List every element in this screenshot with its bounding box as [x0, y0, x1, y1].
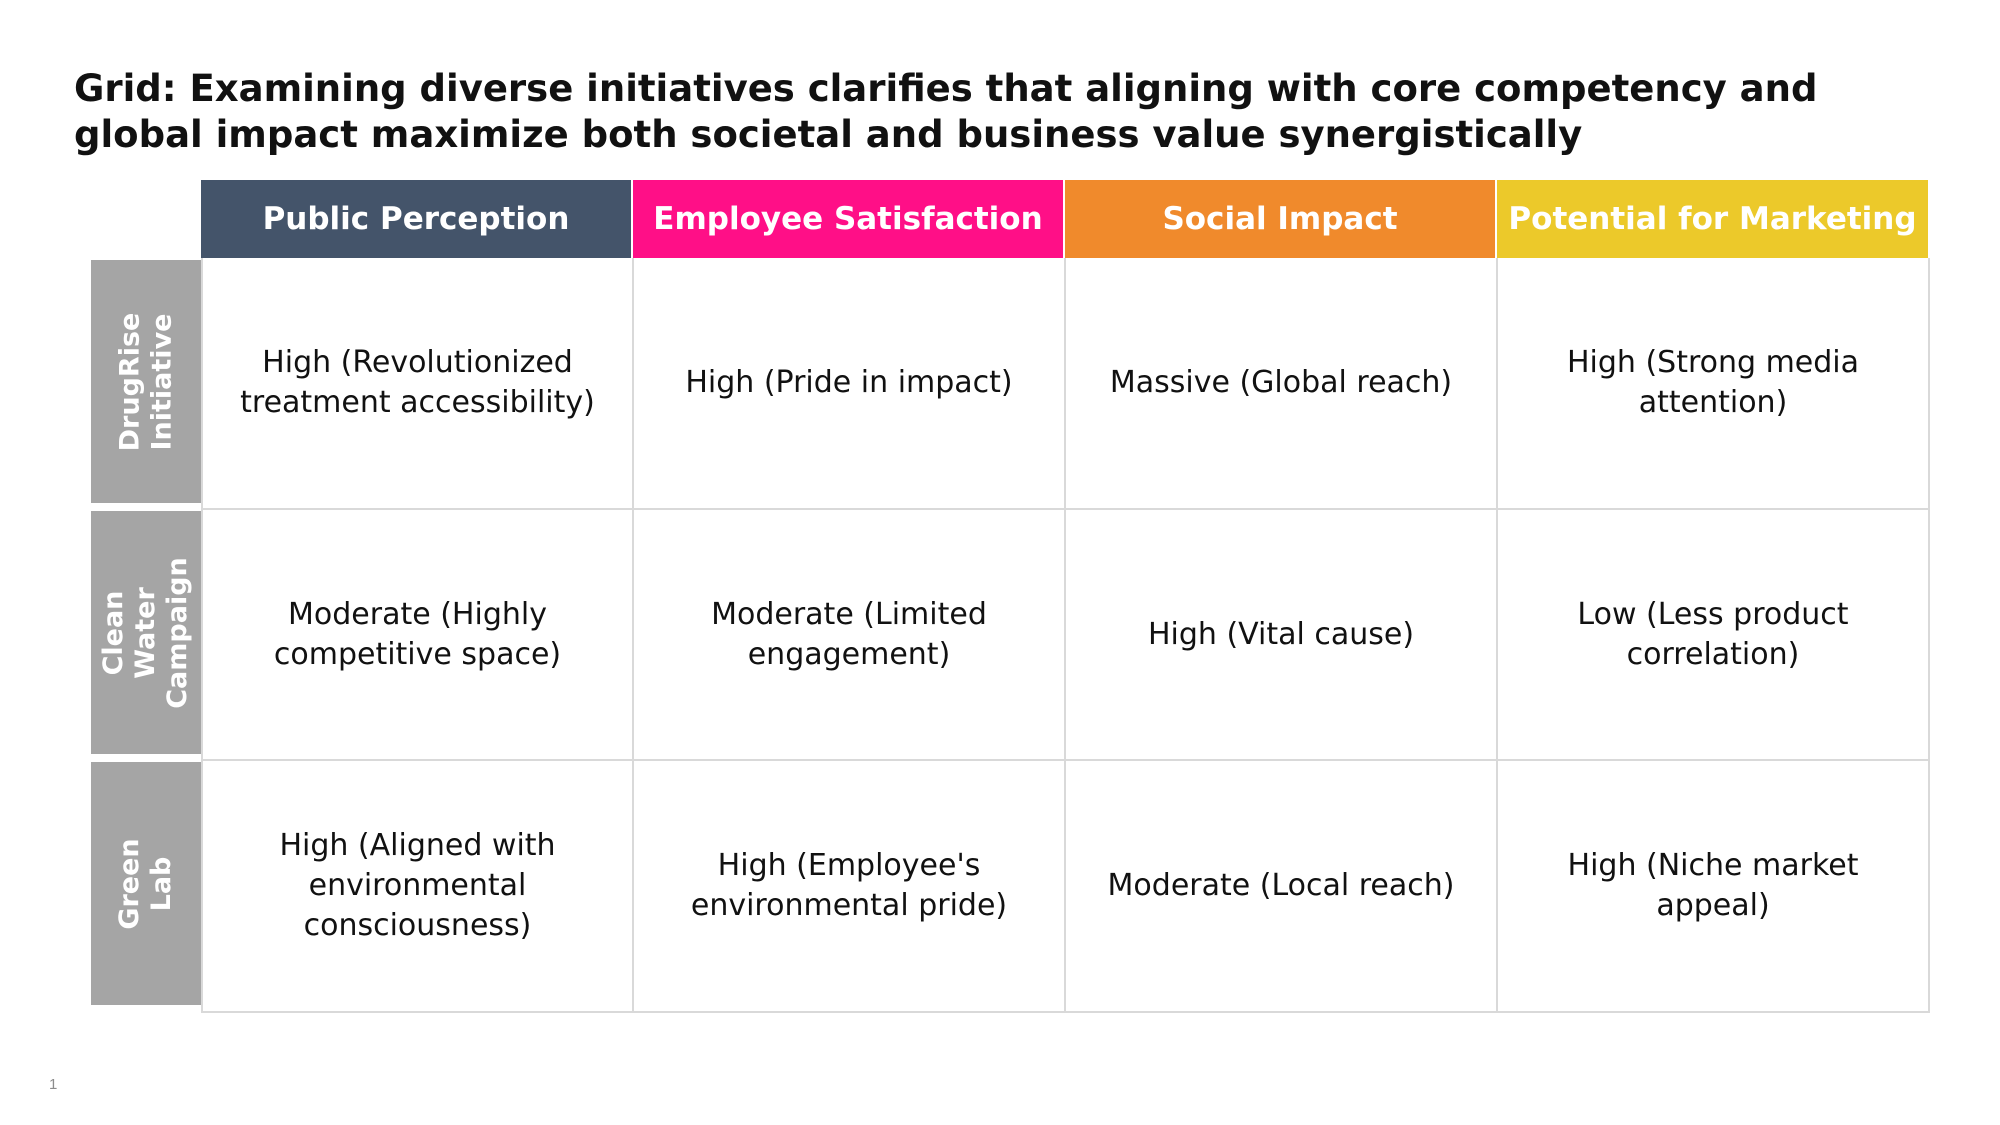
slide-title: Grid: Examining diverse initiatives clar…	[74, 67, 1818, 156]
row-header-label: Green Lab	[114, 837, 177, 930]
column-header-potential-for-marketing: Potential for Marketing	[1497, 180, 1928, 258]
row-header-drugrise-initiative: DrugRise Initiative	[91, 260, 201, 503]
grid-cell: Moderate (Local reach)	[1066, 761, 1498, 1013]
grid-cell: Moderate (Limited engagement)	[634, 510, 1066, 761]
grid-cell: Moderate (Highly competitive space)	[201, 510, 634, 761]
grid-cell: High (Revolutionized treatment accessibi…	[201, 258, 634, 510]
grid-cell: High (Strong media attention)	[1498, 258, 1930, 510]
grid-cell: Low (Less product correlation)	[1498, 510, 1930, 761]
row-header-label: DrugRise Initiative	[114, 312, 177, 451]
grid-cell: High (Employee's environmental pride)	[634, 761, 1066, 1013]
grid-cell: High (Pride in impact)	[634, 258, 1066, 510]
grid-cell: Massive (Global reach)	[1066, 258, 1498, 510]
row-header-label: Clean Water Campaign	[98, 556, 193, 709]
row-header-clean-water-campaign: Clean Water Campaign	[91, 511, 201, 754]
page-number: 1	[49, 1076, 58, 1093]
column-header-social-impact: Social Impact	[1065, 180, 1495, 258]
grid-cell: High (Vital cause)	[1066, 510, 1498, 761]
column-header-employee-satisfaction: Employee Satisfaction	[633, 180, 1063, 258]
row-header-green-lab: Green Lab	[91, 762, 201, 1005]
column-header-public-perception: Public Perception	[201, 180, 631, 258]
grid-cell: High (Aligned with environmental conscio…	[201, 761, 634, 1013]
grid-cell: High (Niche market appeal)	[1498, 761, 1930, 1013]
